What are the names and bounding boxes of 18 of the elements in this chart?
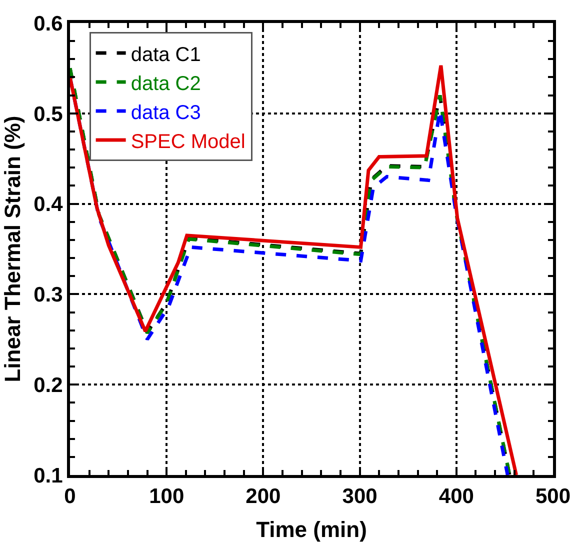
legend-label: data C2 xyxy=(130,72,201,95)
x-tick-label: 200 xyxy=(246,485,281,508)
legend-label: SPEC Model xyxy=(130,130,246,153)
x-tick-label: 100 xyxy=(149,485,184,508)
y-axis-title: Linear Thermal Strain (%) xyxy=(0,116,25,382)
x-tick-label: 400 xyxy=(438,485,474,508)
x-tick-label: 0 xyxy=(64,485,76,508)
x-tick-label: 500 xyxy=(535,485,571,508)
y-tick-label: 0.1 xyxy=(34,464,64,488)
y-tick-label: 0.6 xyxy=(34,12,63,36)
legend-label: data C1 xyxy=(130,44,201,66)
y-tick-label: 0.2 xyxy=(34,374,63,397)
y-tick-label: 0.5 xyxy=(34,102,64,126)
x-axis-title: Time (min) xyxy=(256,517,367,542)
y-tick-label: 0.4 xyxy=(34,193,64,216)
y-tick-label: 0.3 xyxy=(34,284,63,307)
x-tick-label: 300 xyxy=(342,485,378,508)
legend-label: data C3 xyxy=(130,102,201,124)
